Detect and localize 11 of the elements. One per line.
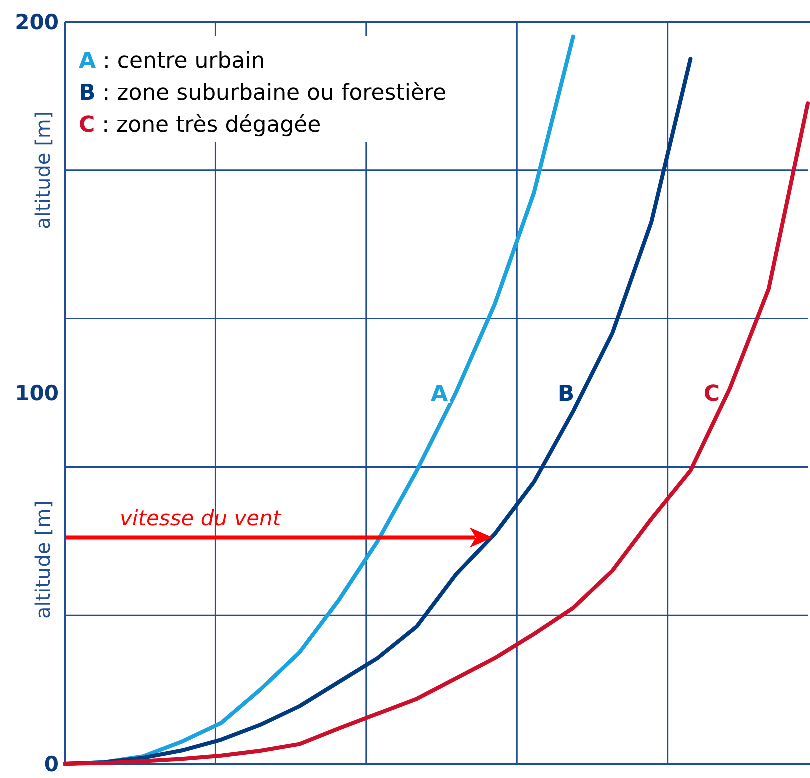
y-tick-label: 0 [44,752,59,776]
annotation: C : zone très dégagée [79,113,322,138]
series-label: B [558,382,575,407]
annotation: B : zone suburbaine ou forestière [79,81,447,106]
y-tick-label: 100 [15,381,59,406]
text: altitude [m] [31,500,55,620]
y-tick-label: 200 [15,10,59,34]
y-axis-title: altitude [m] [31,111,55,230]
annotation: A : centre urbain [79,49,266,74]
series-label: A [431,382,448,407]
series-label: C [704,382,720,407]
